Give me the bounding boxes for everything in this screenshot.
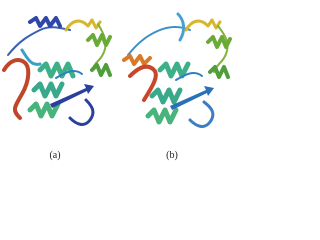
page: (a) (b) (() => { const data = JSON.parse… [2,12,232,161]
panel-label: (b) [166,150,178,161]
panel-label: (a) [49,150,60,161]
structure-b [122,12,232,128]
structure-a [2,16,112,126]
figure: (a) (b) [2,12,232,161]
